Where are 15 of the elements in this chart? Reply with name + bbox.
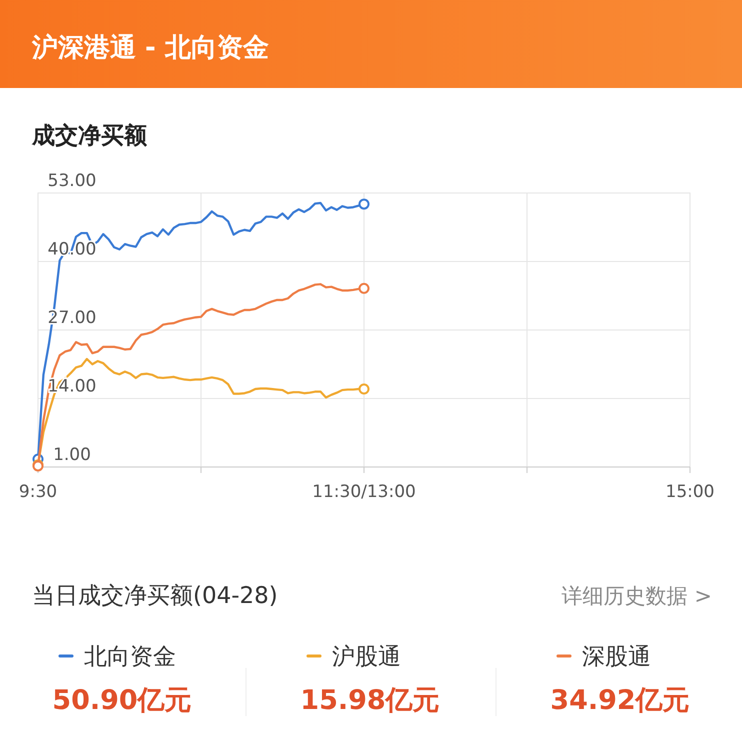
text: 当日成交净买额(04-28): [32, 583, 278, 609]
y-tick-label: 1.00: [53, 445, 91, 465]
text: 详细历史数据 >: [562, 584, 712, 608]
chart-subtitle: 成交净买额: [31, 122, 148, 149]
y-tick-label: 53.00: [48, 171, 96, 191]
legend-label: 沪股通: [332, 644, 401, 670]
legend-label: 深股通: [582, 644, 651, 670]
legend-label: 北向资金: [84, 644, 176, 670]
chart-title: 沪深港通 - 北向资金: [31, 33, 269, 63]
x-tick-label: 15:00: [666, 482, 714, 502]
text: 34.92亿元: [550, 685, 690, 716]
x-tick-label: 9:30: [18, 482, 58, 502]
text: 50.90亿元: [52, 685, 192, 716]
x-tick-label: 11:30/13:00: [312, 482, 416, 502]
text: 15.98亿元: [300, 685, 440, 716]
